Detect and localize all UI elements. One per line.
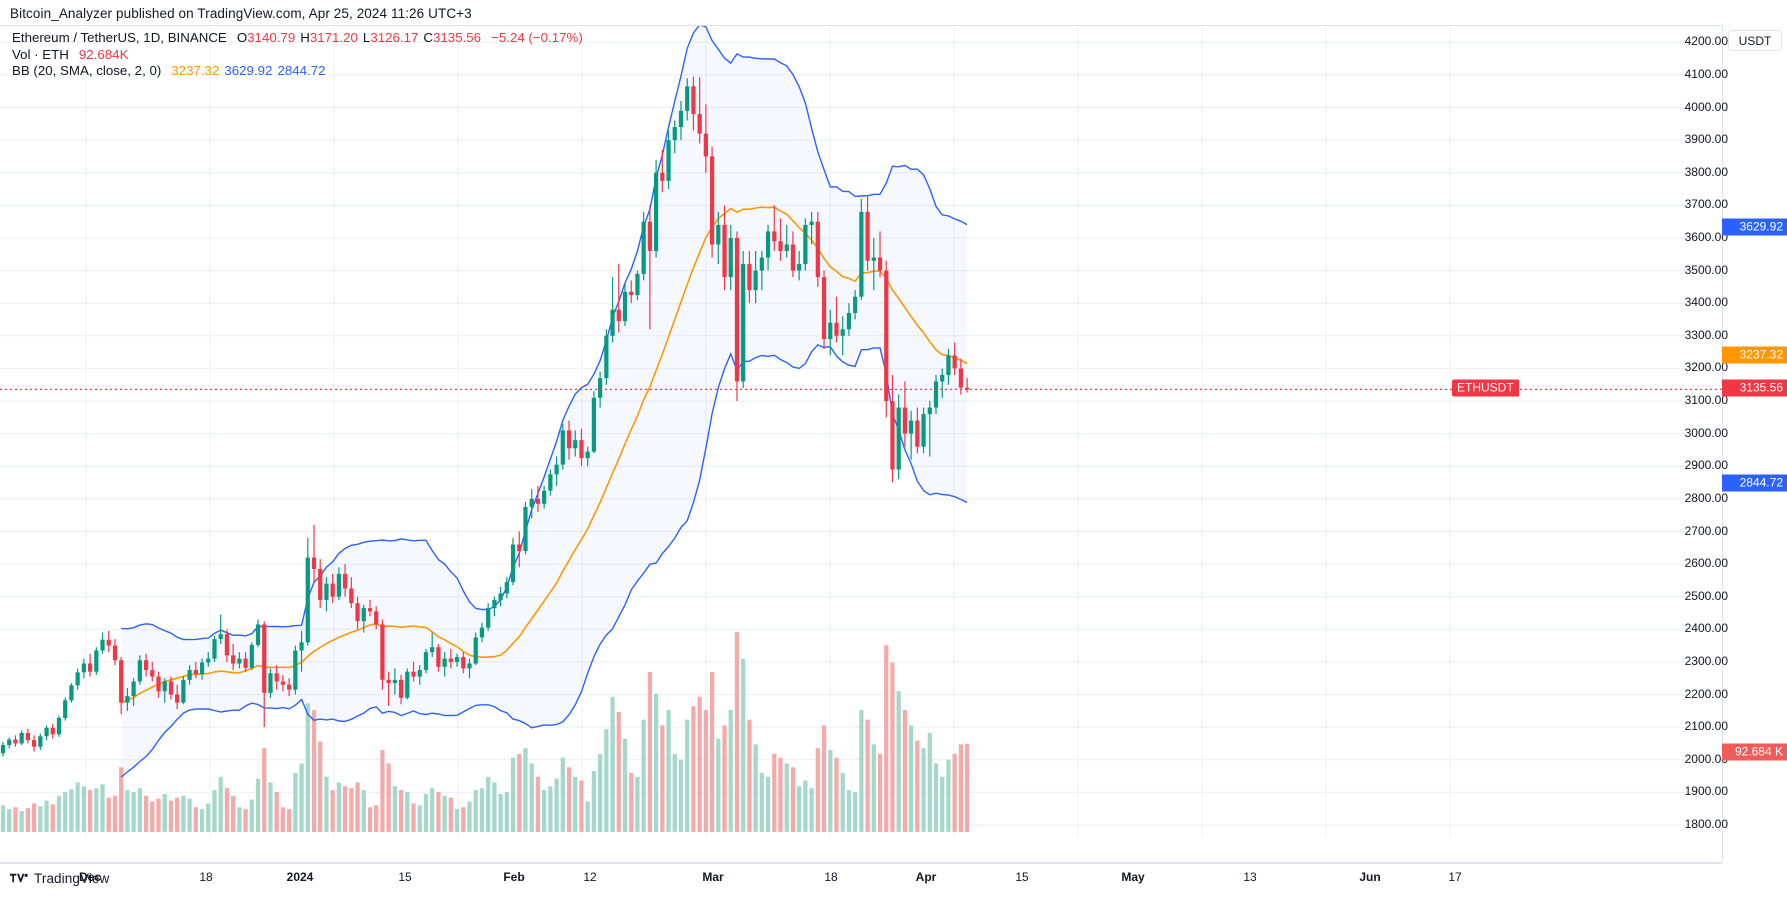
tradingview-brand: TradingView	[34, 871, 110, 886]
bb-basis-price-badge: 3237.32	[1722, 346, 1787, 364]
tradingview-logo-icon	[10, 873, 28, 883]
bb-upper-price-badge: 3629.92	[1722, 218, 1787, 236]
time-axis-label: Mar	[702, 870, 724, 884]
price-tick: 2700.00	[1684, 523, 1728, 538]
time-axis-label: 15	[1015, 870, 1029, 884]
last-price-badge: 3135.56	[1722, 379, 1787, 397]
volume-value-badge: 92.684 K	[1722, 743, 1787, 761]
price-tick: 2600.00	[1684, 556, 1728, 571]
chart-frame: Ethereum / TetherUS, 1D, BINANCE O3140.79…	[0, 25, 1787, 889]
time-axis-label: May	[1121, 870, 1145, 884]
time-axis-label: 15	[398, 870, 412, 884]
price-tick: 3600.00	[1684, 230, 1728, 244]
bb-lower-line	[120, 343, 968, 778]
price-tick: 3100.00	[1684, 393, 1728, 407]
time-axis-label: 13	[1243, 870, 1257, 884]
chart-canvas	[0, 26, 1722, 838]
price-tick: 2500.00	[1684, 588, 1728, 603]
time-axis-label: Feb	[503, 870, 525, 884]
price-tick: 2300.00	[1684, 653, 1728, 668]
price-tick: 3400.00	[1684, 295, 1728, 310]
price-tick: 3200.00	[1684, 360, 1728, 375]
price-tick: 1900.00	[1684, 784, 1728, 799]
price-tick: 4000.00	[1684, 99, 1728, 114]
price-tick: 2900.00	[1684, 458, 1728, 473]
price-tick: 2200.00	[1684, 686, 1728, 701]
time-axis-label: 2024	[286, 870, 314, 884]
price-tick: 2800.00	[1684, 490, 1728, 505]
time-axis-label: Jun	[1359, 870, 1381, 884]
price-tick: 2000.00	[1684, 751, 1728, 766]
price-tick: 3700.00	[1684, 197, 1728, 212]
price-tick: 3800.00	[1684, 164, 1728, 179]
footer-logo: TradingView	[10, 871, 109, 886]
volume-bars	[0, 632, 970, 832]
price-tick: 4100.00	[1684, 66, 1728, 81]
price-tick: 4200.00	[1684, 34, 1728, 49]
time-axis-label: 18	[824, 870, 838, 884]
time-axis-label: Dec	[78, 870, 102, 884]
plot-area[interactable]	[0, 26, 1722, 838]
time-axis-label: Apr	[915, 870, 937, 884]
bb-lower-price-badge: 2844.72	[1722, 474, 1787, 492]
price-axis[interactable]: USDT 4200.00 4100.00 4000.00 3900.00 3800.00…	[1685, 25, 1787, 863]
time-axis-label: 18	[199, 870, 213, 884]
last-price-symbol-tag: ETHUSDT	[1452, 379, 1519, 397]
time-axis-label: 12	[583, 870, 597, 884]
candlesticks	[0, 76, 970, 757]
price-tick: 3900.00	[1684, 132, 1728, 147]
price-tick: 1800.00	[1684, 817, 1728, 831]
price-tick: 2100.00	[1684, 719, 1728, 734]
price-tick: 3500.00	[1684, 262, 1728, 277]
price-tick: 3300.00	[1684, 327, 1728, 342]
currency-badge[interactable]: USDT	[1728, 30, 1782, 51]
attribution-text: Bitcoin_Analyzer published on TradingVie…	[10, 6, 472, 21]
time-axis[interactable]: Dec 18 2024 15 Feb 12 Mar 18 Apr 15 May 13 Jun 17	[0, 863, 1722, 889]
time-axis-label: 17	[1448, 870, 1462, 884]
price-tick: 2400.00	[1684, 621, 1728, 636]
price-tick: 3000.00	[1684, 425, 1728, 440]
